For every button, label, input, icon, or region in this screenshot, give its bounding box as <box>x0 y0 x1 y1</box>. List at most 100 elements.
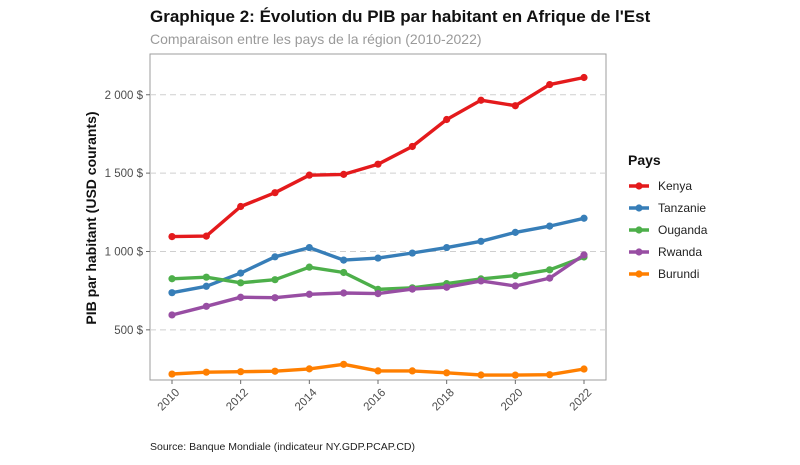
legend-marker <box>635 248 643 256</box>
data-point <box>477 277 485 285</box>
x-tick-label: 2020 <box>499 387 526 414</box>
series-tanzanie <box>168 214 588 297</box>
y-tick-label: 1 500 $ <box>105 168 144 180</box>
data-point <box>408 249 416 257</box>
data-point <box>340 268 348 277</box>
legend-marker <box>635 226 643 234</box>
legend-item-ouganda: Ouganda <box>629 223 708 237</box>
data-point <box>511 282 519 290</box>
series-lines <box>168 73 588 379</box>
data-point <box>546 371 554 379</box>
x-tick-label: 2010 <box>156 387 183 414</box>
data-point <box>271 189 279 197</box>
data-point <box>202 232 210 240</box>
data-point <box>202 282 210 290</box>
x-tick-label: 2016 <box>362 387 389 414</box>
data-point <box>202 368 210 376</box>
y-axis-ticks: 500 $ 1 000 $ 1 500 $ 2 000 $ <box>105 90 150 337</box>
legend-marker <box>635 204 643 212</box>
data-point <box>477 96 485 104</box>
data-point <box>546 80 554 89</box>
legend-item-kenya: Kenya <box>629 179 692 193</box>
data-point <box>271 276 279 284</box>
data-point <box>340 360 348 368</box>
legend-label: Ouganda <box>658 223 708 237</box>
data-point <box>511 272 519 280</box>
data-point <box>374 160 382 168</box>
data-point <box>168 311 176 319</box>
data-point <box>237 279 245 287</box>
y-tick-label: 1 000 $ <box>105 246 144 258</box>
data-point <box>546 266 554 274</box>
series-line <box>170 253 586 317</box>
data-point <box>443 283 451 291</box>
data-point <box>580 73 588 82</box>
chart-caption: Source: Banque Mondiale (indicateur NY.G… <box>150 441 415 453</box>
x-tick-label: 2022 <box>568 387 595 414</box>
data-point <box>305 290 313 298</box>
data-point <box>340 170 348 178</box>
data-point <box>237 368 245 376</box>
legend-item-rwanda: Rwanda <box>629 245 702 259</box>
y-tick-label: 500 $ <box>114 325 143 337</box>
data-point <box>580 214 588 222</box>
data-point <box>546 222 554 230</box>
chart-title: Graphique 2: Évolution du PIB par habita… <box>150 7 651 26</box>
legend-title: Pays <box>628 152 661 168</box>
data-point <box>271 253 279 261</box>
data-point <box>305 171 313 179</box>
data-point <box>168 370 176 378</box>
legend-label: Tanzanie <box>658 201 706 215</box>
data-point <box>580 365 588 373</box>
data-point <box>443 115 451 124</box>
legend-label: Rwanda <box>658 245 702 259</box>
series-rwanda <box>168 251 588 319</box>
data-point <box>511 371 519 379</box>
y-tick-label: 2 000 $ <box>105 90 144 102</box>
x-axis-ticks: 2010 2012 2014 2016 2018 2020 2022 <box>156 380 595 414</box>
data-point <box>168 275 176 283</box>
data-point <box>374 367 382 375</box>
x-tick-label: 2014 <box>293 386 320 413</box>
data-point <box>374 290 382 298</box>
legend-marker <box>635 182 643 190</box>
plot-panel <box>149 53 607 381</box>
data-point <box>271 294 279 302</box>
x-tick-label: 2018 <box>430 387 457 414</box>
data-point <box>408 142 416 151</box>
data-point <box>477 237 485 245</box>
data-point <box>511 228 519 236</box>
data-point <box>202 273 210 281</box>
data-point <box>340 256 348 264</box>
data-point <box>237 293 245 301</box>
data-point <box>443 243 451 252</box>
legend-label: Kenya <box>658 179 692 193</box>
data-point <box>546 274 554 282</box>
data-point <box>443 369 451 377</box>
x-tick-label: 2012 <box>224 387 251 414</box>
data-point <box>340 289 348 297</box>
data-point <box>408 285 416 293</box>
data-point <box>305 365 313 373</box>
data-point <box>271 367 279 375</box>
data-point <box>168 232 176 241</box>
legend-item-tanzanie: Tanzanie <box>629 201 706 215</box>
legend-marker <box>635 270 643 278</box>
data-point <box>305 243 313 252</box>
data-point <box>202 302 210 310</box>
data-point <box>374 254 382 262</box>
data-point <box>237 269 245 277</box>
data-point <box>511 102 519 110</box>
chart-subtitle: Comparaison entre les pays de la région … <box>150 31 482 47</box>
data-point <box>408 367 416 375</box>
legend-label: Burundi <box>658 267 699 281</box>
series-burundi <box>168 360 588 379</box>
data-point <box>168 289 176 297</box>
legend: Kenya Tanzanie Ouganda Rwanda Burundi <box>629 179 708 281</box>
data-point <box>237 202 245 211</box>
series-line <box>170 75 586 239</box>
series-kenya <box>168 73 588 241</box>
data-point <box>580 251 588 259</box>
